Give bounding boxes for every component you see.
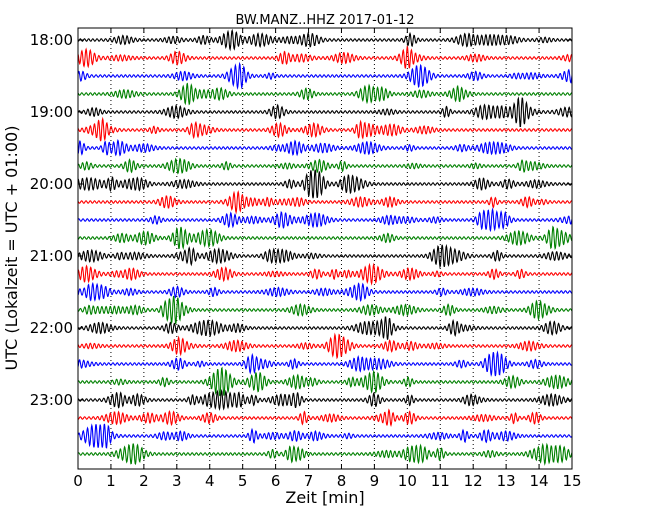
y-axis: 18:00 19:00 20:00 21:00 22:00 23:00 — [30, 31, 572, 409]
seismogram-trace — [77, 262, 573, 286]
x-tick-label: 13 — [497, 472, 516, 490]
x-tick-label: 11 — [431, 472, 450, 490]
seismogram-trace — [77, 350, 573, 378]
seismogram-trace — [77, 388, 573, 411]
seismogram-trace — [77, 96, 573, 128]
x-tick-label: 6 — [271, 472, 281, 490]
y-tick-label: 20:00 — [30, 175, 73, 193]
x-tick-label: 0 — [73, 472, 83, 490]
seismogram-trace — [77, 116, 573, 142]
seismogram-trace — [77, 207, 573, 233]
plot-frame — [77, 27, 573, 470]
seismogram-trace — [77, 225, 573, 251]
y-tick-label: 18:00 — [30, 31, 73, 49]
seismogram-trace — [77, 157, 573, 175]
seismogram-trace — [77, 423, 573, 449]
seismogram-trace — [78, 408, 573, 428]
seismogram-trace — [77, 139, 573, 157]
x-tick-label: 3 — [172, 472, 182, 490]
seismogram-trace — [77, 366, 573, 397]
x-tick-label: 14 — [530, 472, 549, 490]
seismogram-trace — [77, 316, 573, 340]
x-tick-label: 12 — [464, 472, 483, 490]
seismogram-trace — [77, 45, 573, 69]
x-tick-label: 10 — [398, 472, 417, 490]
seismogram-trace — [77, 281, 573, 303]
y-tick-label: 19:00 — [30, 103, 73, 121]
x-axis: 0 1 2 3 4 5 6 7 8 9 10 11 12 13 14 15 — [73, 28, 582, 490]
traces — [77, 28, 573, 466]
x-tick-label: 15 — [562, 472, 581, 490]
grid-lines — [110, 28, 540, 469]
seismogram-trace — [77, 190, 573, 215]
x-tick-label: 5 — [238, 472, 248, 490]
y-tick-label: 21:00 — [30, 247, 73, 265]
y-tick-label: 22:00 — [30, 319, 73, 337]
y-axis-label: UTC (Lokalzeit = UTC + 01:00) — [2, 126, 21, 371]
seismogram-trace — [77, 442, 573, 466]
x-tick-label: 7 — [304, 472, 314, 490]
x-tick-label: 1 — [106, 472, 116, 490]
seismogram-trace — [77, 82, 573, 106]
x-tick-label: 9 — [370, 472, 380, 490]
y-tick-label: 23:00 — [30, 391, 73, 409]
x-tick-label: 2 — [139, 472, 149, 490]
x-axis-label: Zeit [min] — [285, 488, 364, 507]
chart-title: BW.MANZ..HHZ 2017-01-12 — [235, 13, 414, 28]
seismogram-trace — [77, 243, 573, 269]
seismogram-trace — [77, 61, 573, 90]
x-tick-label: 8 — [337, 472, 347, 490]
seismogram-trace — [77, 28, 573, 52]
seismogram-trace — [77, 295, 573, 325]
seismogram-trace — [77, 169, 573, 199]
seismogram-trace — [77, 332, 573, 360]
x-tick-label: 4 — [205, 472, 215, 490]
